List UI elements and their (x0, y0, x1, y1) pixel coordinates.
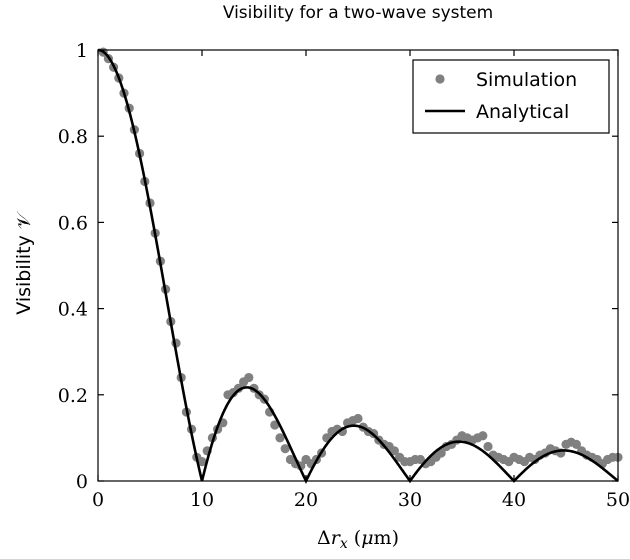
x-tick-label: 40 (502, 489, 526, 511)
legend: Simulation Analytical (412, 59, 610, 134)
legend-marker-simulation (435, 74, 445, 84)
y-tick-label: 0.6 (58, 212, 88, 234)
y-tick-label: 1 (76, 40, 88, 62)
simulation-point (197, 457, 207, 467)
simulation-point (244, 372, 254, 383)
simulation-point (353, 413, 363, 424)
chart-title: Visibility for a two-wave system (223, 3, 493, 23)
y-tick-label: 0 (76, 471, 88, 493)
simulation-point (275, 433, 285, 443)
y-tick-label: 0.2 (58, 385, 88, 407)
simulation-point (483, 441, 493, 452)
legend-box (412, 59, 610, 134)
simulation-point (233, 383, 243, 393)
x-tick-label: 50 (606, 489, 630, 511)
y-tick-label: 0.4 (58, 299, 88, 321)
legend-label-analytical: Analytical (476, 101, 569, 123)
simulation-point (436, 448, 446, 458)
x-tick-label: 10 (190, 489, 214, 511)
x-axis-label: Δrx (μm) (317, 527, 399, 552)
simulation-point (280, 444, 290, 454)
y-tick-label: 0.8 (58, 126, 88, 148)
y-axis-label: Visibility 𝒱 (13, 210, 35, 315)
simulation-point (571, 439, 582, 449)
x-tick-label: 30 (398, 489, 422, 511)
x-tick-label: 0 (92, 489, 104, 511)
simulation-point (478, 431, 488, 441)
analytical-line (97, 48, 619, 484)
x-tick-label: 20 (294, 489, 318, 511)
plot-frame (97, 49, 619, 482)
simulation-point (389, 446, 399, 456)
legend-label-simulation: Simulation (476, 69, 577, 91)
